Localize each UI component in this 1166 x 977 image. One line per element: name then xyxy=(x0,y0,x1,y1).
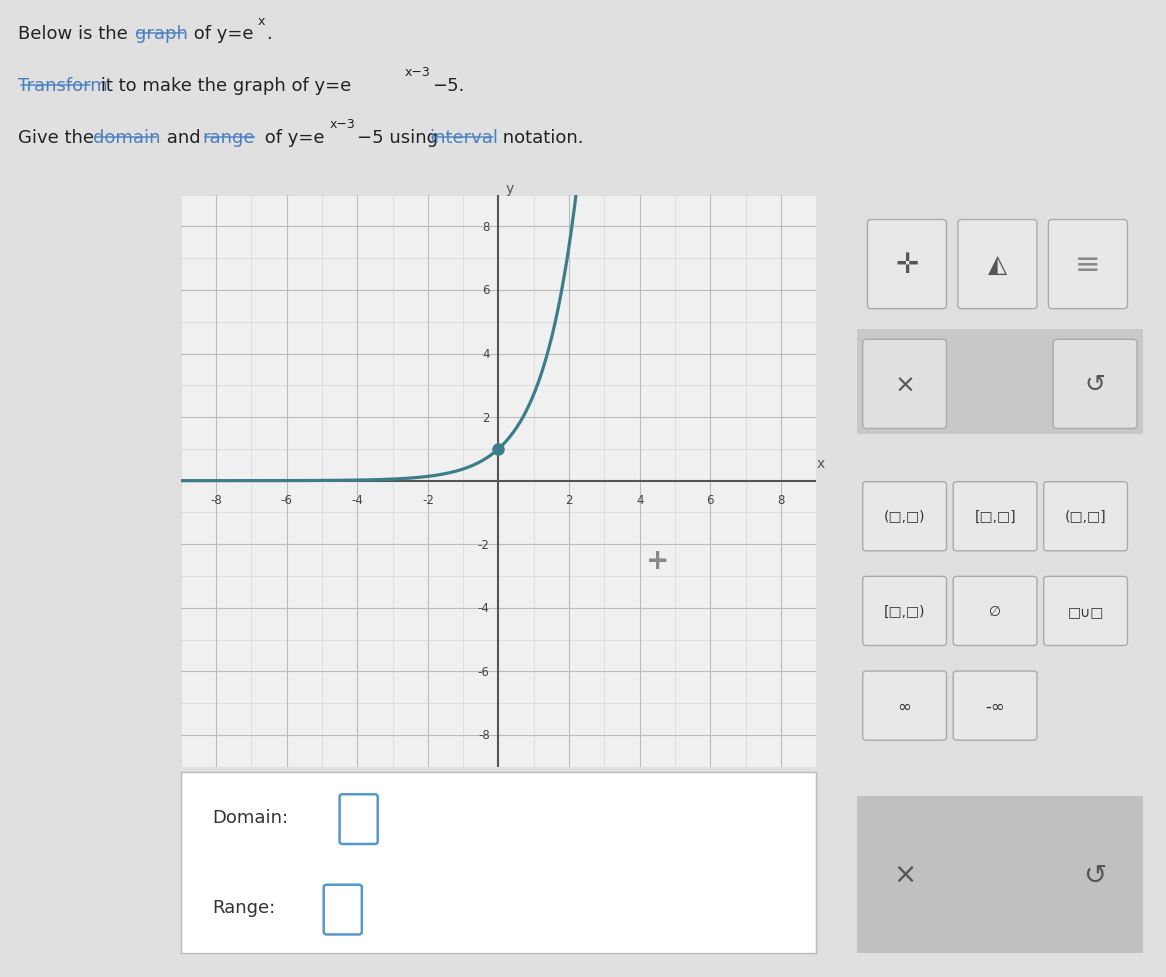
Text: domain: domain xyxy=(93,129,160,147)
Text: 6: 6 xyxy=(707,494,714,507)
Text: -6: -6 xyxy=(478,665,490,678)
Text: 2: 2 xyxy=(566,494,573,507)
Text: notation.: notation. xyxy=(498,129,584,147)
Text: 6: 6 xyxy=(482,284,490,297)
Text: of y=e: of y=e xyxy=(188,24,254,43)
Text: Give the: Give the xyxy=(19,129,100,147)
Text: ✛: ✛ xyxy=(895,251,919,278)
FancyBboxPatch shape xyxy=(868,220,947,310)
Text: ↺: ↺ xyxy=(1084,373,1105,397)
FancyBboxPatch shape xyxy=(863,340,947,429)
Text: 8: 8 xyxy=(483,221,490,234)
Text: and: and xyxy=(161,129,206,147)
Text: -2: -2 xyxy=(478,538,490,551)
Text: +: + xyxy=(646,546,669,574)
Text: (□,□]: (□,□] xyxy=(1065,510,1107,524)
FancyBboxPatch shape xyxy=(953,671,1037,741)
Text: [□,□): [□,□) xyxy=(884,605,926,618)
Text: graph: graph xyxy=(134,24,188,43)
Text: interval: interval xyxy=(429,129,498,147)
Text: x−3: x−3 xyxy=(405,65,430,78)
Text: 4: 4 xyxy=(635,494,644,507)
FancyBboxPatch shape xyxy=(1044,576,1128,646)
Text: −5.: −5. xyxy=(431,76,464,95)
Text: x−3: x−3 xyxy=(329,117,354,130)
Text: -∞: -∞ xyxy=(985,697,1005,715)
Text: ×: × xyxy=(893,861,916,888)
FancyBboxPatch shape xyxy=(953,483,1037,551)
Text: Range:: Range: xyxy=(212,899,275,916)
Text: Transform: Transform xyxy=(19,76,108,95)
FancyBboxPatch shape xyxy=(1053,340,1137,429)
Text: ≡: ≡ xyxy=(1075,250,1101,279)
Text: -2: -2 xyxy=(422,494,434,507)
Text: .: . xyxy=(267,24,272,43)
Text: ↺: ↺ xyxy=(1083,861,1107,888)
Text: x: x xyxy=(816,456,824,470)
Text: ∞: ∞ xyxy=(898,697,912,715)
FancyBboxPatch shape xyxy=(863,671,947,741)
FancyBboxPatch shape xyxy=(863,576,947,646)
Text: -4: -4 xyxy=(478,602,490,615)
Text: of y=e: of y=e xyxy=(259,129,324,147)
Text: □∪□: □∪□ xyxy=(1067,605,1104,618)
Text: ◭: ◭ xyxy=(988,253,1007,276)
FancyBboxPatch shape xyxy=(324,885,361,934)
Text: it to make the graph of y=e: it to make the graph of y=e xyxy=(94,76,351,95)
Text: Domain:: Domain: xyxy=(212,808,289,826)
FancyBboxPatch shape xyxy=(857,329,1143,435)
Text: [□,□]: [□,□] xyxy=(975,510,1016,524)
FancyBboxPatch shape xyxy=(863,483,947,551)
Text: -8: -8 xyxy=(478,729,490,742)
Text: -4: -4 xyxy=(351,494,363,507)
Text: -8: -8 xyxy=(210,494,222,507)
Text: range: range xyxy=(202,129,254,147)
Text: −5 using: −5 using xyxy=(357,129,443,147)
Text: y: y xyxy=(506,182,514,195)
Text: -6: -6 xyxy=(281,494,293,507)
Text: ×: × xyxy=(894,373,915,397)
Text: 4: 4 xyxy=(482,348,490,361)
Bar xyxy=(857,796,1143,953)
FancyBboxPatch shape xyxy=(953,576,1037,646)
Text: ∅: ∅ xyxy=(989,605,1002,618)
Text: 2: 2 xyxy=(482,411,490,424)
Text: x: x xyxy=(258,16,265,28)
Text: Below is the: Below is the xyxy=(19,24,134,43)
FancyBboxPatch shape xyxy=(339,794,378,844)
Text: (□,□): (□,□) xyxy=(884,510,926,524)
FancyBboxPatch shape xyxy=(1048,220,1128,310)
FancyBboxPatch shape xyxy=(958,220,1037,310)
FancyBboxPatch shape xyxy=(1044,483,1128,551)
Text: 8: 8 xyxy=(778,494,785,507)
